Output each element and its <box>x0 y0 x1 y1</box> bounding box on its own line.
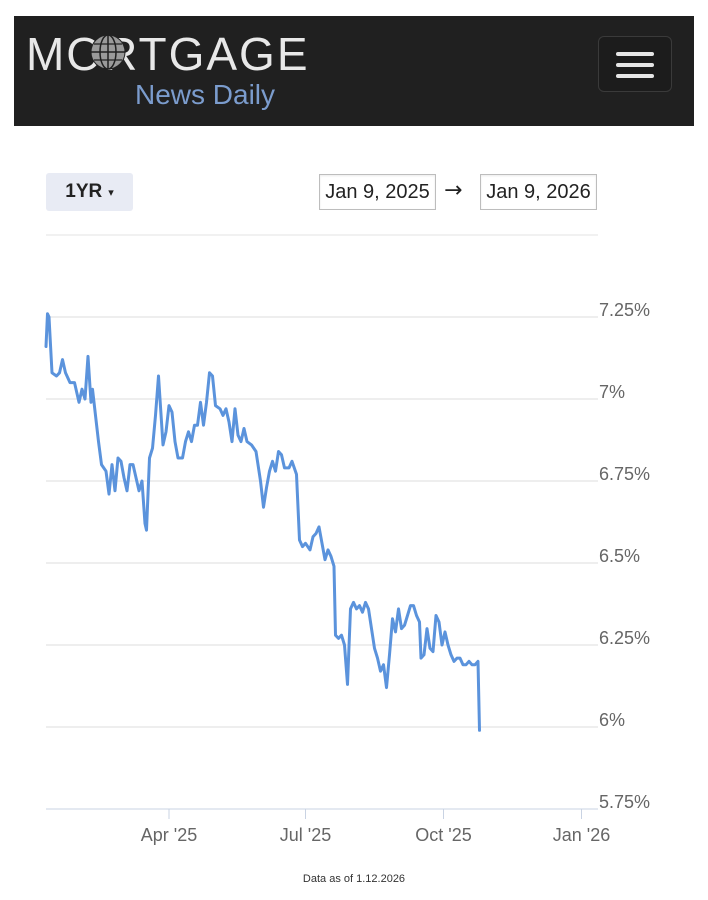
globe-icon <box>90 34 126 70</box>
y-tick-label: 5.75% <box>599 792 650 812</box>
y-tick-label: 6% <box>599 710 625 730</box>
y-tick-label: 6.75% <box>599 464 650 484</box>
y-tick-label: 7% <box>599 382 625 402</box>
end-date-value: Jan 9, 2026 <box>486 180 591 203</box>
data-as-of-note: Data as of 1.12.2026 <box>302 873 406 885</box>
menu-button[interactable] <box>598 36 672 92</box>
range-dropdown-button[interactable]: 1YR ▾ <box>46 173 133 211</box>
y-tick-label: 6.5% <box>599 546 640 566</box>
range-label: 1YR <box>65 181 103 202</box>
y-tick-label: 7.25% <box>599 300 650 320</box>
rate-chart: 7.25% 7% 6.75% 6.5% 6.25% 6% 5.75% Apr '25 Jul '… <box>44 234 650 845</box>
start-date-field[interactable]: Jan 9, 2025 <box>319 174 436 210</box>
end-date-field[interactable]: Jan 9, 2026 <box>480 174 597 210</box>
site-header: MORTGAGE News Daily <box>14 16 694 126</box>
arrow-right-icon: → <box>444 178 463 203</box>
logo-wordmark[interactable]: MORTGAGE <box>26 28 310 80</box>
x-tick-label: Jul '25 <box>280 825 331 845</box>
x-tick-label: Apr '25 <box>141 825 197 845</box>
hamburger-icon-middle-bar <box>616 63 654 67</box>
hamburger-icon-bottom-bar <box>616 74 654 78</box>
logo-tagline: News Daily <box>135 79 276 110</box>
chevron-down-icon: ▾ <box>108 186 114 199</box>
start-date-value: Jan 9, 2025 <box>325 180 430 203</box>
hamburger-icon <box>616 52 654 56</box>
x-tick-label: Jan '26 <box>553 825 610 845</box>
rate-series-line <box>44 312 481 732</box>
y-tick-label: 6.25% <box>599 628 650 648</box>
x-tick-label: Oct '25 <box>415 825 471 845</box>
